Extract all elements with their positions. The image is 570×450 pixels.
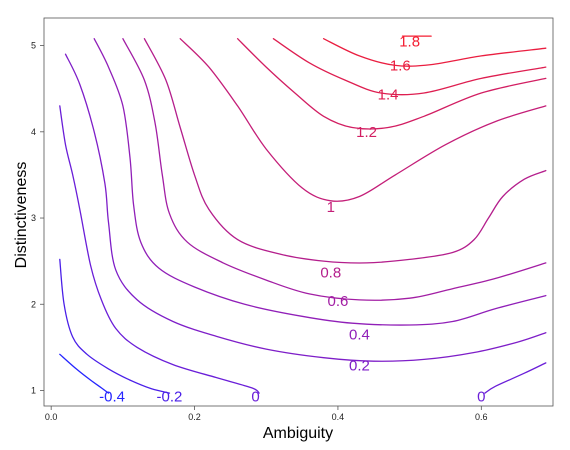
contour-line (93, 38, 547, 326)
contour-line (179, 38, 547, 202)
contour-label: 1 (327, 199, 335, 216)
contour-lines (59, 35, 547, 394)
contour-label: 1.8 (399, 33, 420, 50)
x-tick-label: 0.6 (475, 412, 488, 422)
x-tick-label: 0.4 (332, 412, 345, 422)
contour-line (236, 38, 547, 130)
contour-line (143, 38, 547, 264)
contour-label: -0.2 (157, 389, 183, 406)
y-tick-label: 3 (31, 213, 36, 223)
contour-label: 0.2 (349, 357, 370, 374)
x-tick-label: 0.2 (188, 412, 201, 422)
y-tick-label: 2 (31, 299, 36, 309)
contour-label: 1.4 (378, 87, 399, 104)
contour-label: 0 (251, 389, 259, 406)
x-tick-label: 0.0 (45, 412, 58, 422)
y-axis-ticks: 1 2 3 4 5 (31, 41, 44, 395)
contour-line (64, 53, 547, 362)
contour-label: 1.6 (390, 57, 411, 74)
x-axis-title: Ambiguity (263, 425, 333, 442)
contour-label: 0.4 (349, 326, 370, 343)
contour-label: 0.6 (327, 293, 348, 310)
contour-line (484, 362, 547, 394)
contour-line (122, 38, 547, 301)
contour-line (322, 38, 547, 67)
y-tick-label: 4 (31, 127, 36, 137)
y-axis-title: Distinctiveness (13, 162, 30, 269)
contour-line (59, 105, 260, 394)
x-axis-ticks: 0.0 0.2 0.4 0.6 (45, 406, 488, 422)
contour-label: 0.8 (320, 264, 341, 281)
contour-label: 0 (477, 389, 485, 406)
contour-line (272, 38, 547, 96)
contour-line (59, 258, 171, 394)
contour-labels: -0.4 -0.2 0 0 0.2 0.40.6 0.8 1 1.2 1.4 1.6 1.8 (99, 33, 485, 405)
y-tick-label: 1 (31, 385, 36, 395)
contour-line (59, 353, 110, 394)
y-tick-label: 5 (31, 41, 36, 51)
contour-label: 1.2 (356, 124, 377, 141)
contour-label: -0.4 (99, 389, 125, 406)
plot-panel (43, 17, 554, 407)
